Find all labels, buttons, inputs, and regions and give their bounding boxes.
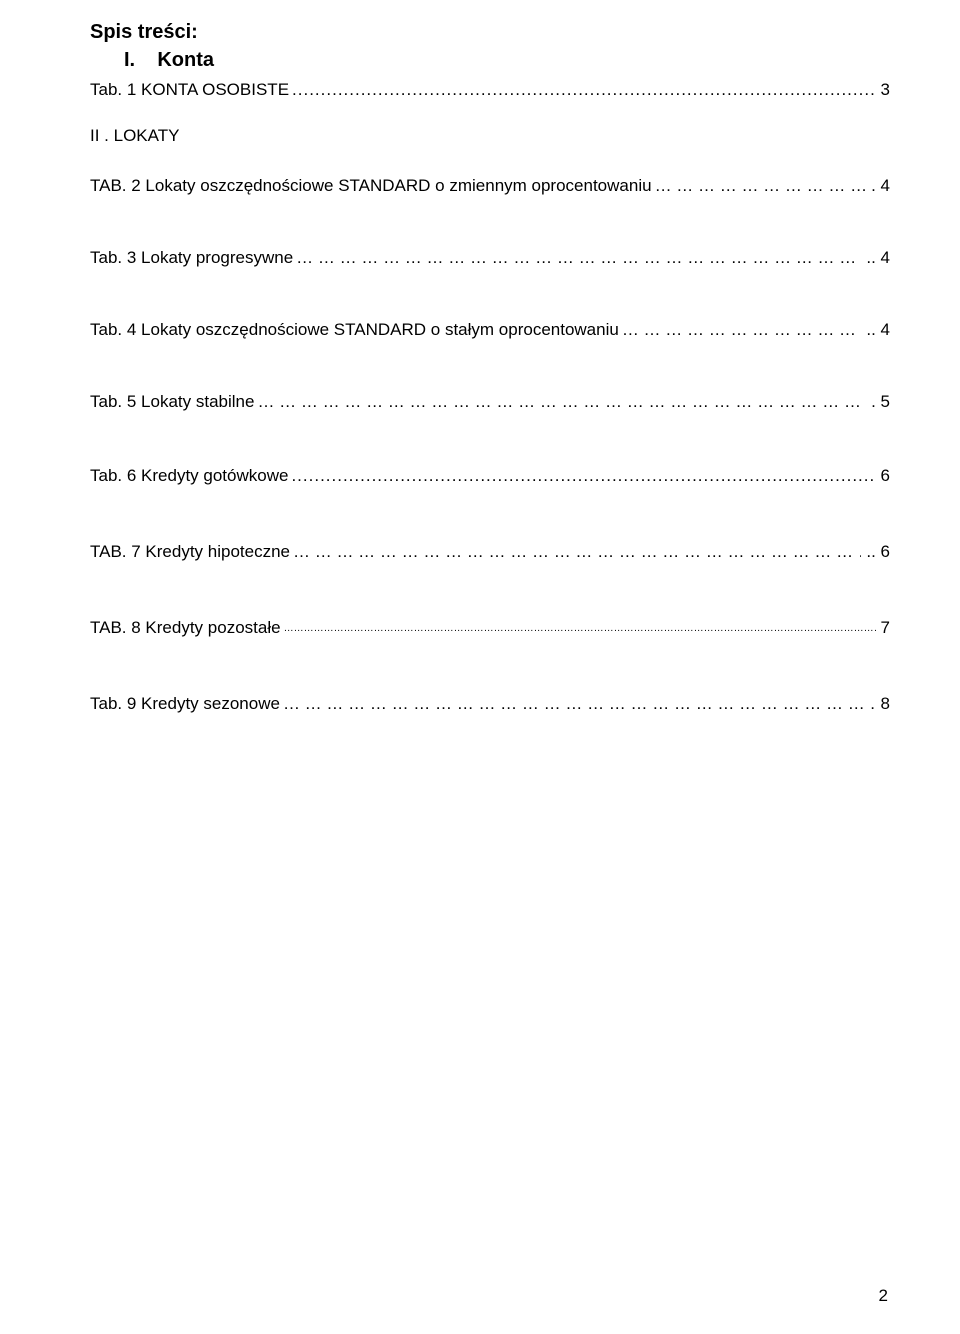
toc-label: Tab. 5 Lokaty stabilne: [90, 392, 254, 412]
section-name: Konta: [157, 49, 214, 71]
toc-entry: Tab. 4 Lokaty oszczędnościowe STANDARD o…: [90, 320, 890, 340]
toc-page: 3: [879, 80, 890, 100]
toc-label: TAB. 8 Kredyty pozostałe: [90, 618, 281, 638]
toc-entry: TAB. 7 Kredyty hipoteczne .. 6: [90, 542, 890, 562]
toc-label: Tab. 6 Kredyty gotówkowe: [90, 466, 288, 486]
toc-label: Tab. 3 Lokaty progresywne: [90, 248, 293, 268]
toc-entry: Tab. 6 Kredyty gotówkowe 6: [90, 466, 890, 486]
toc-page: .. 6: [864, 542, 890, 562]
toc-title: Spis treści:: [90, 18, 890, 46]
page: Spis treści: I. Konta Tab. 1 KONTA OSOBI…: [0, 0, 960, 1334]
toc-entry: II . LOKATY: [90, 126, 890, 146]
toc-leader: [655, 176, 867, 196]
toc-entry: Tab. 9 Kredyty sezonowe 8: [90, 694, 890, 714]
toc-entry: TAB. 8 Kredyty pozostałe 7: [90, 618, 890, 638]
page-number: 2: [879, 1286, 888, 1306]
toc-label: Tab. 9 Kredyty sezonowe: [90, 694, 280, 714]
toc-leader: [292, 80, 876, 100]
toc-page: . 5: [869, 392, 890, 412]
toc-entry: Tab. 5 Lokaty stabilne . 5: [90, 392, 890, 412]
toc-list: Tab. 1 KONTA OSOBISTE 3 II . LOKATY TAB. 2…: [90, 80, 890, 714]
toc-leader: [622, 320, 862, 340]
toc-leader: [257, 392, 866, 412]
toc-leader: [284, 620, 876, 638]
toc-label: Tab. 4 Lokaty oszczędnościowe STANDARD o…: [90, 320, 619, 340]
toc-section: I. Konta: [90, 46, 890, 74]
toc-entry: Tab. 1 KONTA OSOBISTE 3: [90, 80, 890, 100]
toc-page: 8: [879, 694, 890, 714]
toc-label: II . LOKATY: [90, 126, 179, 146]
toc-leader: [296, 248, 861, 268]
toc-entry: Tab. 3 Lokaty progresywne .. 4: [90, 248, 890, 268]
toc-page: 6: [879, 466, 890, 486]
toc-label: TAB. 2 Lokaty oszczędnościowe STANDARD o…: [90, 176, 652, 196]
toc-entry: TAB. 2 Lokaty oszczędnościowe STANDARD o…: [90, 176, 890, 196]
toc-label: TAB. 7 Kredyty hipoteczne: [90, 542, 290, 562]
toc-page: . 4: [869, 176, 890, 196]
toc-page: .. 4: [864, 248, 890, 268]
toc-leader: [291, 466, 875, 486]
toc-leader: [293, 542, 861, 562]
toc-page: .. 4: [864, 320, 890, 340]
toc-page: 7: [879, 618, 890, 638]
section-roman: I.: [124, 49, 135, 71]
title-block: Spis treści: I. Konta: [90, 18, 890, 74]
toc-label: Tab. 1 KONTA OSOBISTE: [90, 80, 289, 100]
toc-leader: [283, 694, 876, 714]
